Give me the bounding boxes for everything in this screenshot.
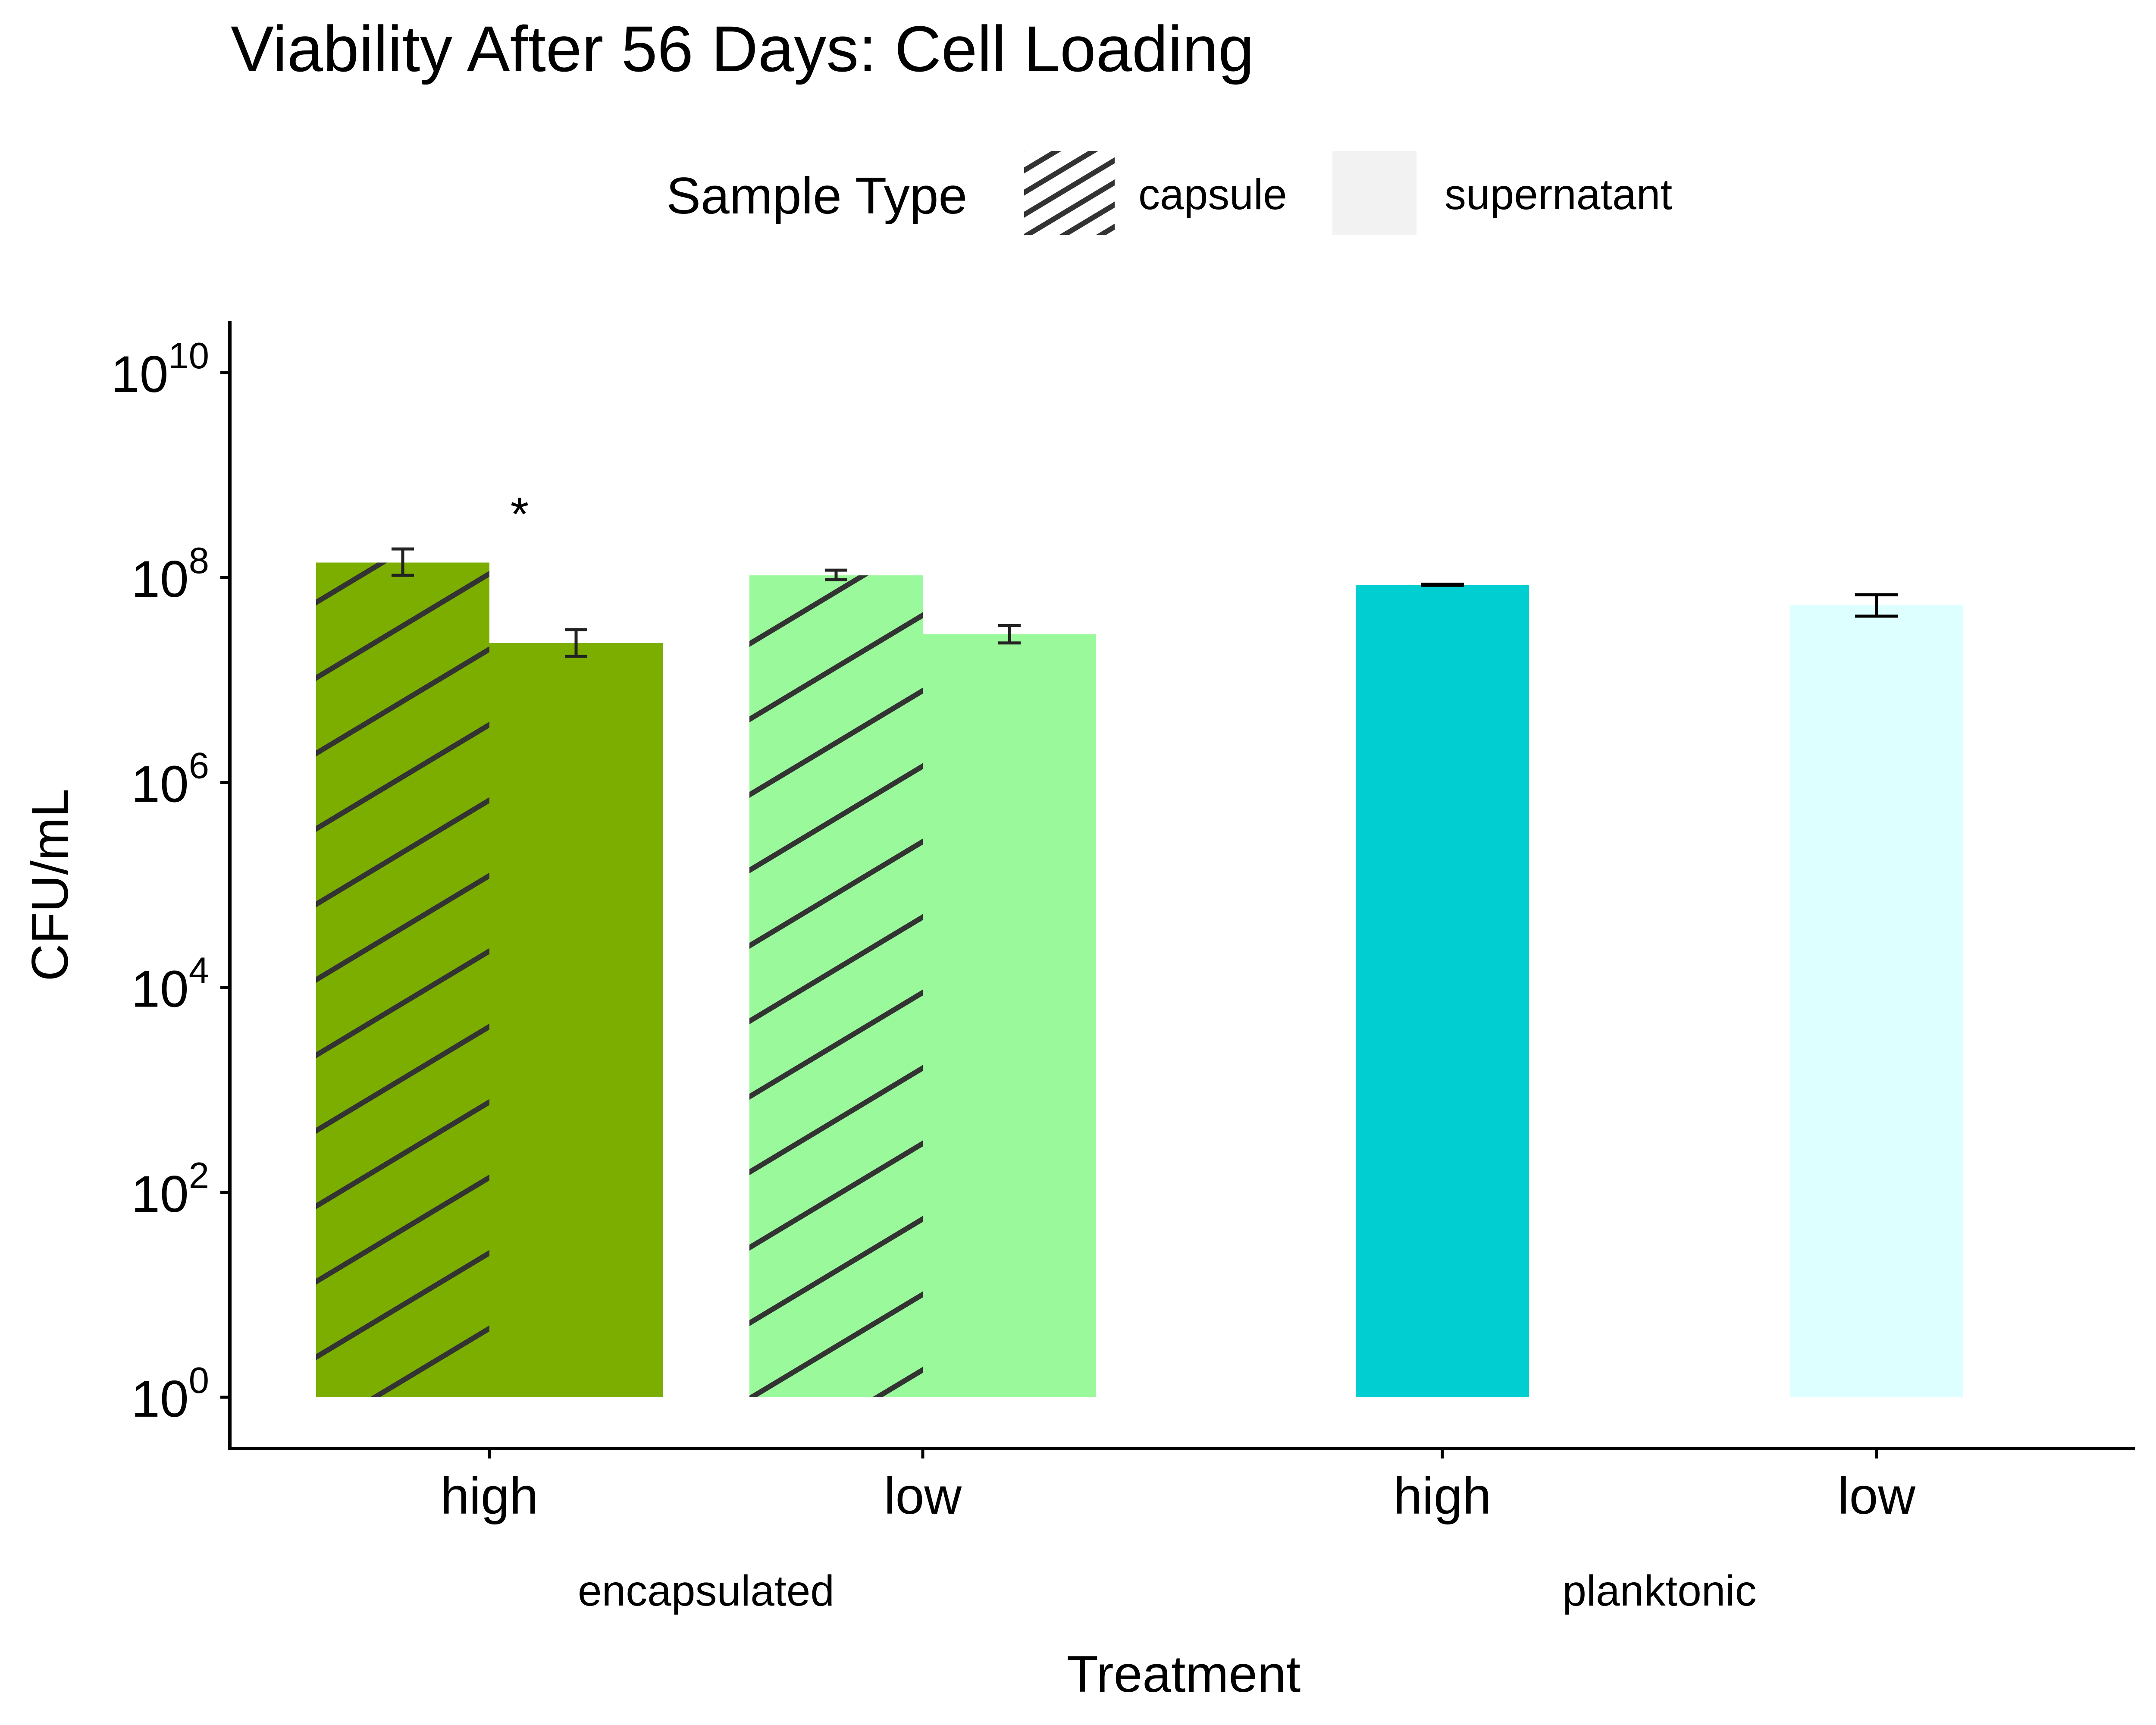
bar-planktonic-low-supernatant [1790,605,1963,1397]
bars-layer [316,562,1963,1397]
error-bar-encapsulated-high-supernatant [565,628,587,658]
group-labels: encapsulated planktonic [578,1567,1757,1615]
y-tick-label-0: 100 [131,1360,209,1428]
bar-encapsulated-low-supernatant [923,634,1096,1397]
x-ticks: high low high low [441,1449,1915,1525]
x-tick-label-planktonic-high: high [1394,1467,1492,1525]
bar-stripes-encapsulated-high-capsule [316,562,489,1397]
y-axis-title: CFU/mL [21,789,79,982]
annotations-layer: * [511,488,529,541]
x-tick-label-planktonic-low: low [1838,1467,1915,1525]
significance-asterisk: * [511,488,529,541]
y-tick-label-4: 104 [131,950,209,1018]
y-tick-label-6: 106 [131,745,209,813]
bar-planktonic-high-supernatant [1356,584,1529,1397]
chart-title: Viability After 56 Days: Cell Loading [231,13,1254,85]
legend: Sample Type capsule supernatant [666,151,1672,235]
y-tick-label-8: 108 [131,540,209,608]
y-tick-label-2: 102 [131,1155,209,1223]
x-axis-title: Treatment [1067,1645,1300,1703]
error-bar-encapsulated-low-capsule [825,568,847,581]
legend-swatch-capsule [1024,151,1115,235]
error-bar-encapsulated-low-supernatant [998,624,1021,645]
error-bar-planktonic-high-supernatant [1421,583,1464,587]
legend-item-capsule: capsule [1024,151,1287,235]
error-bar-encapsulated-high-capsule [392,547,414,577]
legend-swatch-supernatant [1332,151,1416,235]
y-tick-label-10: 1010 [111,336,209,403]
legend-item-supernatant: supernatant [1332,151,1672,235]
group-label-planktonic: planktonic [1562,1567,1756,1615]
error-bar-planktonic-low-supernatant [1855,593,1898,618]
y-ticks: 100 102 104 106 108 1010 [111,336,230,1428]
x-tick-label-encapsulated-low: low [884,1467,962,1525]
x-tick-label-encapsulated-high: high [441,1467,539,1525]
legend-title: Sample Type [666,167,967,225]
legend-label-capsule: capsule [1138,170,1287,219]
group-label-encapsulated: encapsulated [578,1567,834,1615]
legend-label-supernatant: supernatant [1445,170,1672,219]
bar-encapsulated-high-supernatant [489,643,663,1397]
bar-stripes-encapsulated-low-capsule [749,575,923,1397]
error-bars-layer [392,547,1898,658]
